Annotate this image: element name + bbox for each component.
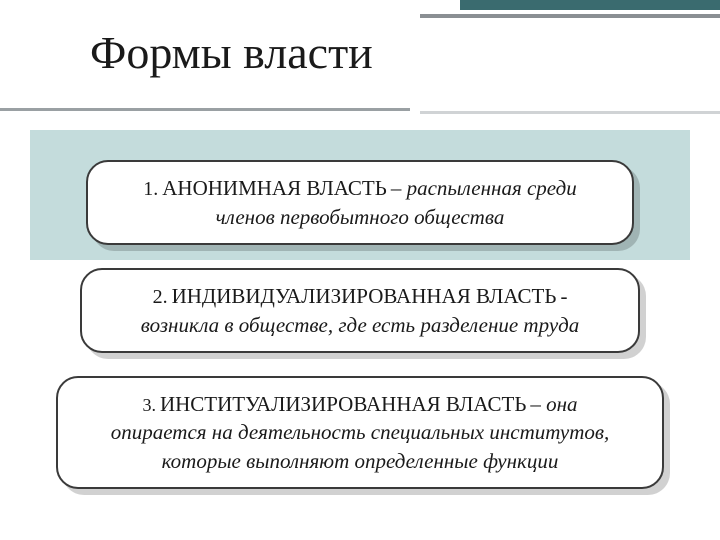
card-desc: возникла в обществе, где есть разделение… — [112, 311, 608, 339]
card-heading: ИНСТИТУАЛИЗИРОВАННАЯ ВЛАСТЬ — [160, 392, 526, 416]
top-line-gray — [420, 14, 720, 18]
card-institutionalized-power: 3. ИНСТИТУАЛИЗИРОВАННАЯ ВЛАСТЬ – она опи… — [56, 376, 664, 489]
card-desc-part2: членов первобытного общества — [118, 203, 602, 231]
card-number: 2. — [153, 286, 168, 308]
card-anonymous-power: 1. АНОНИМНАЯ ВЛАСТЬ – распыленная среди … — [86, 160, 634, 245]
card-sep: - — [560, 284, 567, 308]
slide: Формы власти 1. АНОНИМНАЯ ВЛАСТЬ – распы… — [0, 0, 720, 540]
card-number: 1. — [143, 178, 158, 200]
page-title: Формы власти — [90, 26, 373, 79]
top-accent-bar — [460, 0, 720, 10]
card-number: 3. — [142, 395, 156, 415]
card-desc-part2: опирается на деятельность специальных ин… — [88, 418, 632, 475]
divider-left — [0, 108, 410, 111]
divider-right — [420, 111, 720, 114]
card-desc-part1: распыленная среди — [407, 176, 577, 200]
card-desc-part1: она — [546, 392, 577, 416]
card-heading: АНОНИМНАЯ ВЛАСТЬ — [162, 176, 387, 200]
card-heading: ИНДИВИДУАЛИЗИРОВАННАЯ ВЛАСТЬ — [172, 284, 557, 308]
card-sep: – — [530, 392, 546, 416]
card-sep: – — [391, 176, 407, 200]
card-individualized-power: 2. ИНДИВИДУАЛИЗИРОВАННАЯ ВЛАСТЬ - возник… — [80, 268, 640, 353]
